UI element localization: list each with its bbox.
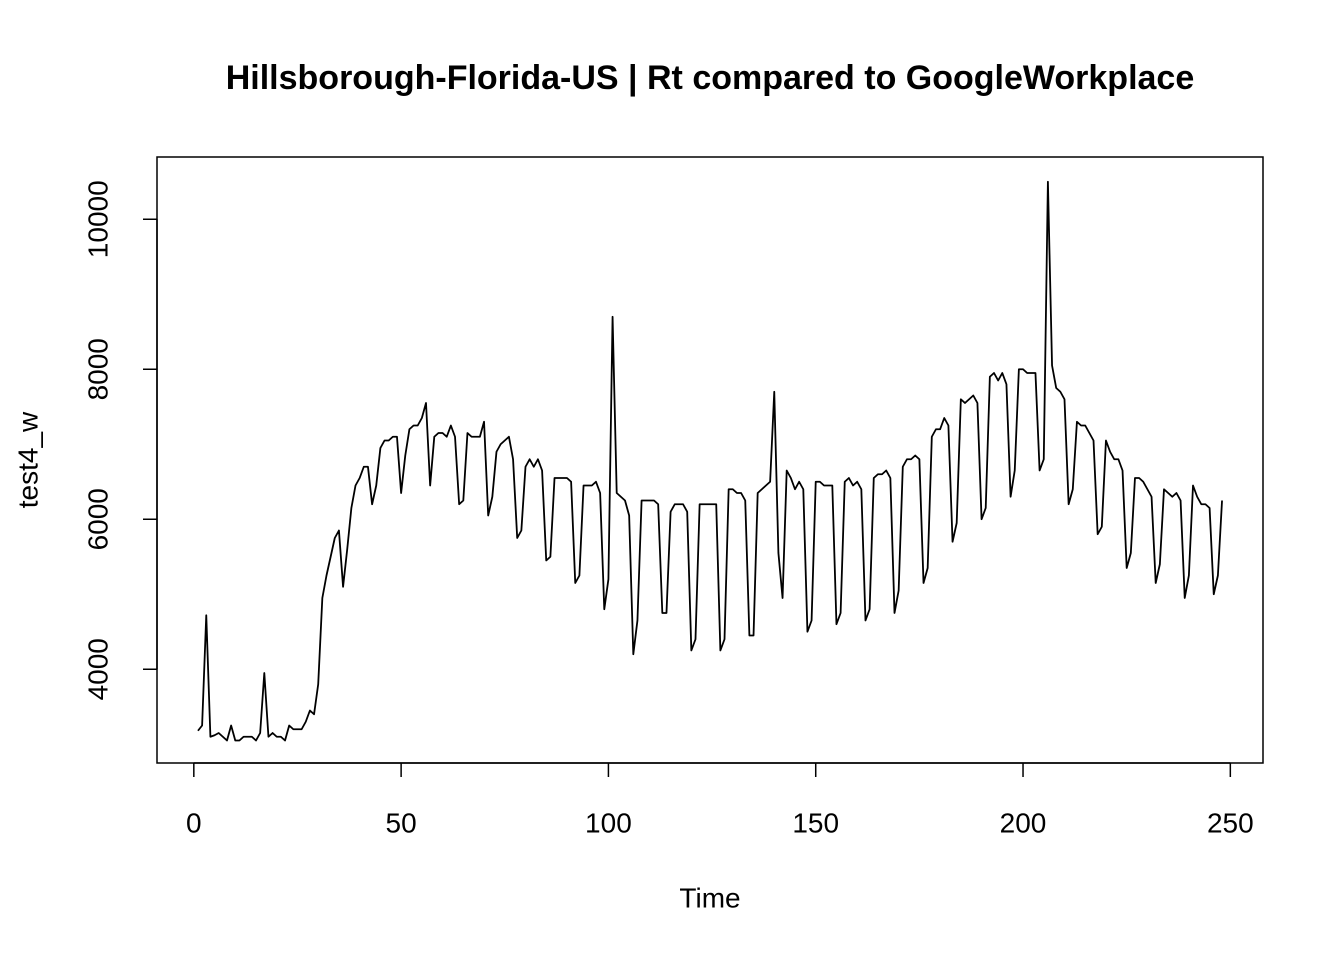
y-tick-label: 4000 <box>82 638 113 700</box>
y-tick-label: 8000 <box>82 338 113 400</box>
x-tick-label: 250 <box>1207 807 1254 838</box>
data-line <box>197 180 1223 742</box>
chart-title: Hillsborough-Florida-US | Rt compared to… <box>226 59 1195 97</box>
x-tick-label: 0 <box>186 807 202 838</box>
x-tick-label: 200 <box>1000 807 1047 838</box>
y-tick-label: 6000 <box>82 488 113 550</box>
x-tick-label: 150 <box>792 807 839 838</box>
y-tick-label: 10000 <box>82 180 113 258</box>
x-axis-label: Time <box>679 882 740 913</box>
x-tick-label: 100 <box>585 807 632 838</box>
y-axis-label: test4_w <box>12 411 43 508</box>
x-tick-label: 50 <box>386 807 417 838</box>
